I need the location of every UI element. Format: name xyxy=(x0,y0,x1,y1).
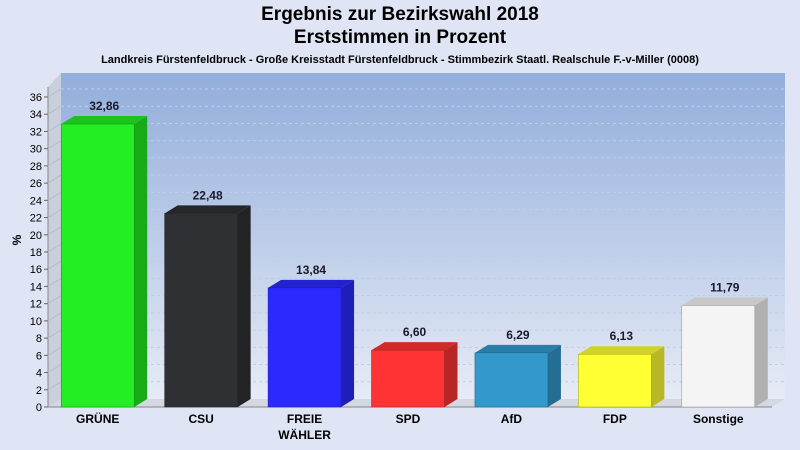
grid-line-side xyxy=(47,157,62,167)
y-tick-label: 10 xyxy=(30,316,42,328)
y-tick-label: 22 xyxy=(30,213,42,225)
bar-value-label: 6,13 xyxy=(610,329,634,343)
x-tick-label: CSU xyxy=(188,412,213,426)
grid-line-side xyxy=(47,191,62,201)
bar-value-label: 13,84 xyxy=(296,263,326,277)
grid-line-side xyxy=(47,364,62,373)
y-tick-label: 8 xyxy=(36,333,42,345)
grid-line-side xyxy=(47,123,62,132)
bar-side xyxy=(754,297,768,407)
y-axis-label: % xyxy=(10,234,24,245)
bar-side xyxy=(444,342,458,407)
plot-side-wall xyxy=(48,73,61,407)
bar-side xyxy=(341,279,355,407)
chart-title-line2: Erststimmen in Prozent xyxy=(293,27,507,48)
bar-side xyxy=(547,344,561,407)
y-tick-label: 2 xyxy=(36,385,42,397)
y-tick-label: 4 xyxy=(36,368,42,380)
bar-value-label: 32,86 xyxy=(89,99,119,113)
bar xyxy=(474,352,549,408)
x-tick-label-line2: WÄHLER xyxy=(278,427,331,442)
x-tick-label: FDP xyxy=(603,412,627,426)
bar-group: 32,86 xyxy=(60,99,148,408)
bar-side xyxy=(237,205,251,407)
y-tick-label: 18 xyxy=(30,247,42,259)
bar xyxy=(164,213,238,408)
bar-side xyxy=(134,116,148,408)
bar-value-label: 6,60 xyxy=(403,325,427,339)
bar-top xyxy=(268,279,355,288)
grid-line-side xyxy=(47,260,62,270)
grid-line-side xyxy=(47,346,62,356)
x-tick-label: FREIE xyxy=(287,412,322,426)
bar-group: 6,13 xyxy=(578,329,665,408)
bar-value-label: 22,48 xyxy=(193,188,223,202)
bar-value-label: 6,29 xyxy=(506,328,530,342)
grid-line-side xyxy=(47,226,62,236)
bar-top xyxy=(681,297,768,306)
bar-group: 6,60 xyxy=(371,325,458,408)
chart-title: Ergebnis zur Bezirkswahl 2018 xyxy=(261,4,539,25)
y-tick-label: 16 xyxy=(30,264,42,276)
grid-line-side xyxy=(47,381,62,391)
chart-subtitle: Landkreis Fürstenfeldbruck - Große Kreis… xyxy=(101,54,699,66)
y-tick-label: 28 xyxy=(30,161,42,173)
bar-side xyxy=(651,346,665,407)
bar-top xyxy=(578,346,665,355)
grid-line-side xyxy=(47,209,62,218)
y-tick-label: 20 xyxy=(30,230,42,242)
bar-top xyxy=(164,205,251,214)
grid-line-side xyxy=(47,174,62,184)
bar-group: 6,29 xyxy=(474,328,561,408)
x-tick-label: AfD xyxy=(501,412,523,426)
y-tick-label: 30 xyxy=(30,144,42,156)
bar xyxy=(681,305,756,408)
grid-line-side xyxy=(47,140,62,150)
grid-line-side xyxy=(47,329,62,339)
y-tick-label: 0 xyxy=(36,402,42,414)
x-tick-label: GRÜNE xyxy=(76,411,119,426)
y-tick-label: 14 xyxy=(30,281,42,293)
grid-line-side xyxy=(47,88,62,98)
grid-line-side xyxy=(47,105,62,115)
grid-line-side xyxy=(47,278,62,287)
y-tick-label: 36 xyxy=(30,92,42,104)
bar-group: 11,79 xyxy=(681,280,768,408)
grid-line-side xyxy=(47,312,62,322)
y-tick-label: 26 xyxy=(30,178,42,190)
bar-top xyxy=(61,116,148,125)
y-tick-label: 34 xyxy=(30,109,42,121)
bar-top xyxy=(371,342,458,351)
y-tick-label: 24 xyxy=(30,195,42,207)
bar xyxy=(267,287,342,408)
bar-top xyxy=(474,344,561,353)
bar-group: 22,48 xyxy=(164,188,251,408)
grid-line-side xyxy=(47,295,62,305)
bar-value-label: 11,79 xyxy=(710,280,740,294)
bar xyxy=(578,353,652,408)
bar xyxy=(60,123,135,408)
y-tick-label: 12 xyxy=(30,299,42,311)
bar-group: 13,84 xyxy=(267,263,355,408)
y-tick-label: 32 xyxy=(30,126,42,138)
grid-line-side xyxy=(47,243,62,253)
y-tick-label: 6 xyxy=(36,350,42,362)
x-tick-label: Sonstige xyxy=(693,412,744,426)
bar xyxy=(371,349,445,408)
x-tick-label: SPD xyxy=(396,412,421,426)
